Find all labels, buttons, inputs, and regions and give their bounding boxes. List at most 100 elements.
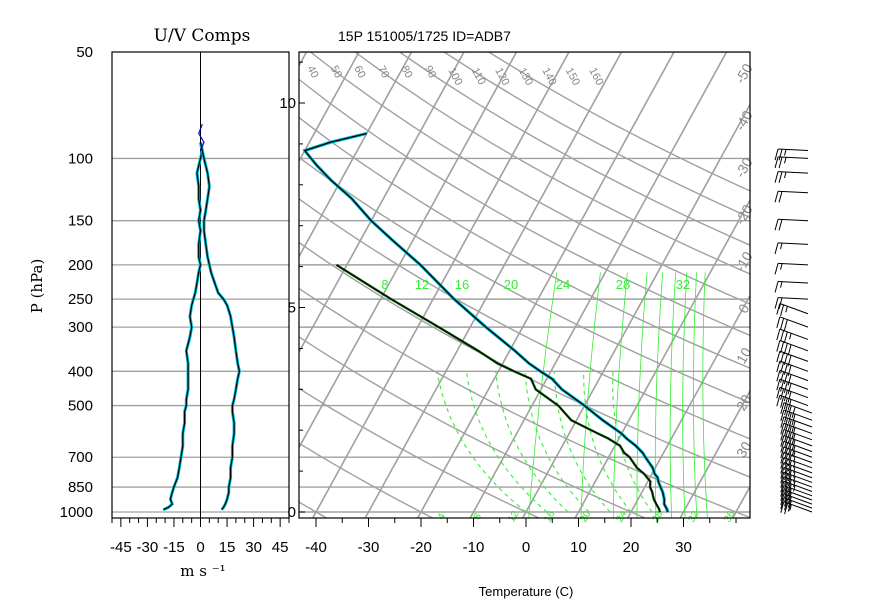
wind-barb-flag [783, 353, 788, 365]
skewt-x-tick-label: 0 [522, 539, 530, 556]
wind-barb-flag [774, 263, 779, 275]
wind-barb [774, 148, 809, 161]
wind-barb-flag [780, 371, 785, 383]
wind-barb [776, 303, 809, 316]
moist-adiabat-label: 24 [614, 509, 629, 525]
skewt-isotherm [731, 484, 750, 518]
wind-barb-staff [783, 435, 813, 447]
uv-pressure-tick-label: 50 [76, 44, 93, 61]
wind-barb [774, 190, 809, 203]
wind-barb [780, 471, 813, 487]
wind-barb-half-flag [793, 466, 796, 473]
wind-barb-staff [783, 489, 813, 501]
dewpoint-profile [336, 264, 661, 513]
wind-barb-flag [791, 420, 796, 432]
uv-series [162, 123, 241, 512]
skewt-isotherm [416, 52, 675, 518]
uv-ylabel: P (hPa) [28, 259, 46, 314]
uv-series-line [163, 142, 203, 511]
uv-series-line [199, 142, 241, 511]
wind-barb-staff [778, 156, 809, 159]
uv-pressure-tick-label: 400 [68, 363, 93, 380]
wind-barb-flag [778, 219, 783, 231]
wind-barb-flag [778, 297, 783, 309]
uv-pressure-tick-label: 100 [68, 150, 93, 167]
wind-barb-flag [780, 457, 785, 469]
wind-barb-staff [783, 485, 813, 497]
isotherm-label: 30 [733, 439, 755, 461]
wind-barb-flag [787, 449, 792, 461]
wind-barb-staff [778, 262, 809, 266]
wind-barb-flag [784, 448, 789, 460]
wind-barb-flag [787, 425, 792, 438]
wind-barb-flag [776, 303, 781, 315]
skewt-dry-adiabat [309, 52, 750, 305]
skewt-dry-adiabat [353, 52, 750, 275]
wind-barb [776, 369, 809, 386]
wind-barb-flag [784, 453, 789, 465]
wind-barb-flag [780, 441, 785, 453]
wind-barb-flag [783, 397, 788, 410]
dry-adiabat-label: 90 [422, 64, 438, 80]
skewt-dry-adiabat [299, 78, 750, 337]
wind-barb-flag [780, 485, 785, 497]
wind-barb-flag [776, 360, 781, 373]
uv-x-tick-label: 45 [272, 539, 289, 556]
wind-barb-staff [779, 316, 809, 328]
uv-pressure-tick-label: 250 [68, 291, 93, 308]
skewt-isotherm [784, 18, 887, 520]
skewt-x-tick-label: 30 [675, 539, 692, 556]
wind-barb-flag [787, 483, 792, 496]
wind-barb-flag [787, 412, 792, 424]
wind-barb-flag [778, 157, 783, 169]
skewt-dry-adiabat [299, 387, 541, 518]
wind-barb-half-flag [789, 333, 792, 340]
wind-barb-flag [776, 370, 781, 382]
isotherm-label: -20 [732, 202, 756, 228]
skewt-moist-adiabat [524, 371, 590, 513]
wind-barb [776, 340, 809, 356]
wind-barb-flag [780, 409, 785, 422]
wind-barb-flag [774, 148, 779, 161]
uv-grid [112, 52, 289, 518]
wind-barb-flag [784, 486, 789, 499]
wind-barb-flag [780, 446, 785, 459]
wind-barb-staff [779, 303, 809, 315]
skewt-mixing-ratio-line [528, 272, 558, 518]
wind-barb-half-flag [785, 306, 788, 313]
wind-barb-flag [780, 501, 785, 513]
mixing-ratio-label: 32 [676, 277, 690, 292]
wind-barb-flag [783, 372, 788, 385]
uv-series-highlight [199, 141, 241, 511]
wind-barb-flag [791, 427, 796, 439]
wind-barb-flag [784, 482, 789, 494]
wind-barb-flag [780, 341, 785, 354]
wind-barb [776, 360, 809, 377]
wind-barb-staff [783, 480, 813, 492]
wind-barb-half-flag [780, 242, 783, 250]
wind-barb-half-flag [793, 485, 796, 492]
skewt-x-tick-label: -20 [410, 539, 432, 556]
wind-barb-half-flag [784, 171, 787, 179]
uv-x-tick-label: -15 [163, 539, 185, 556]
wind-barb-half-flag [784, 149, 787, 156]
mixing-ratio-label: 28 [616, 277, 630, 292]
skewt-mixing-ratio-line [669, 272, 677, 518]
skewt-isotherm [299, 52, 413, 259]
wind-barb-staff [778, 148, 809, 152]
wind-barb-flag [780, 489, 785, 501]
wind-barb-half-flag [793, 456, 796, 463]
height-tick-label: 10 [279, 95, 296, 112]
wind-barb-flag [780, 416, 785, 428]
wind-barb-flag [787, 465, 792, 477]
wind-barb-flag [774, 156, 779, 169]
wind-barb-flag [780, 402, 785, 414]
wind-barb [776, 394, 809, 411]
uv-pressure-tick-label: 150 [68, 213, 93, 230]
wind-barb-flag [791, 433, 796, 445]
wind-barb-staff [779, 369, 809, 382]
wind-barbs [774, 148, 813, 515]
mixing-ratio-label: 12 [415, 277, 429, 292]
skewt-grid [299, 18, 887, 520]
wind-barb [780, 435, 813, 451]
